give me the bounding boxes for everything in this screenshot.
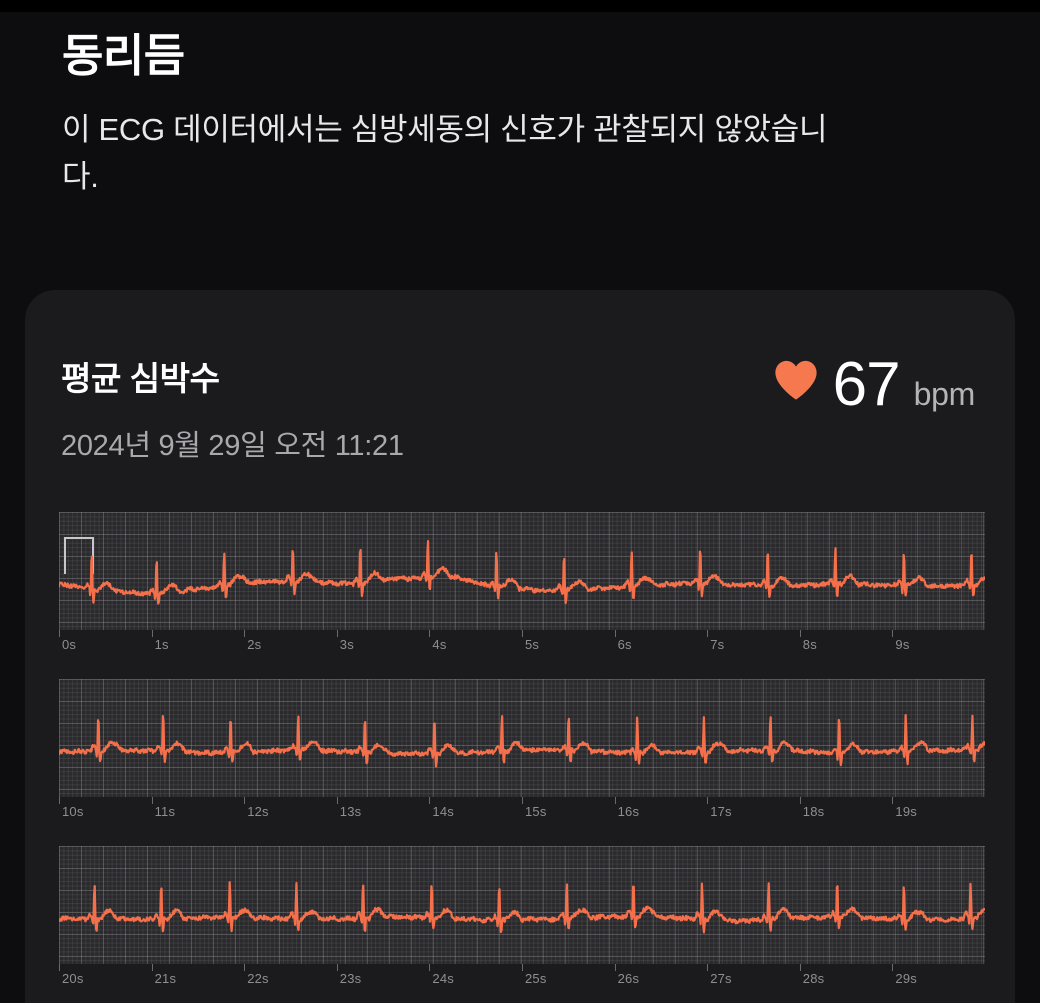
heart-icon bbox=[773, 359, 819, 406]
axis-tick-label: 10s bbox=[62, 804, 84, 819]
axis-tick-label: 12s bbox=[247, 804, 269, 819]
axis-tick-label: 28s bbox=[802, 971, 825, 986]
axis-tick-label: 17s bbox=[710, 804, 732, 819]
axis-tick bbox=[59, 964, 60, 971]
axis-tick bbox=[522, 964, 523, 971]
axis-tick bbox=[892, 630, 894, 637]
axis-tick-label: 5s bbox=[525, 637, 540, 652]
axis-tick-label: 4s bbox=[432, 637, 447, 652]
axis-tick bbox=[614, 797, 616, 804]
axis-tick-label: 0s bbox=[62, 637, 77, 652]
axis-tick-label: 19s bbox=[895, 804, 917, 819]
ecg-strip: 20s 21s 22s 23s 24s 25s 26s 27s 28s 29s bbox=[59, 846, 985, 990]
axis-tick-label: 13s bbox=[339, 804, 362, 819]
axis-tick bbox=[244, 964, 246, 971]
axis-tick-label: 26s bbox=[617, 971, 640, 986]
axis-tick bbox=[522, 797, 523, 804]
axis-tick-label: 8s bbox=[802, 637, 817, 652]
axis-tick-label: 23s bbox=[339, 971, 362, 986]
axis-tick-label: 18s bbox=[802, 804, 825, 819]
axis-tick bbox=[799, 630, 801, 637]
axis-tick-label: 9s bbox=[895, 637, 910, 652]
axis-tick bbox=[244, 797, 246, 804]
recording-timestamp: 2024년 9월 29일 오전 11:21 bbox=[61, 430, 404, 462]
axis-tick bbox=[522, 630, 523, 637]
ecg-waveform bbox=[59, 713, 985, 768]
ecg-time-axis: 20s 21s 22s 23s 24s 25s 26s 27s 28s 29s bbox=[59, 964, 985, 990]
axis-tick bbox=[614, 964, 616, 971]
axis-tick-label: 22s bbox=[247, 971, 269, 986]
calibration-pulse bbox=[64, 537, 94, 574]
axis-tick-label: 11s bbox=[154, 804, 176, 819]
axis-tick bbox=[707, 797, 709, 804]
axis-tick-label: 21s bbox=[154, 971, 177, 986]
axis-tick-label: 25s bbox=[525, 971, 547, 986]
axis-tick-label: 27s bbox=[710, 971, 732, 986]
axis-tick bbox=[614, 630, 616, 637]
axis-tick bbox=[151, 630, 153, 637]
bpm-value: 67 bbox=[832, 350, 901, 419]
ecg-waveform bbox=[59, 540, 985, 605]
axis-tick-label: 15s bbox=[525, 804, 547, 819]
axis-tick bbox=[429, 797, 431, 804]
ecg-plot-area bbox=[59, 512, 985, 630]
ecg-strip: 0s 1s 2s 3s 4s 5s 6s 7s 8s 9s bbox=[59, 512, 985, 656]
axis-tick-label: 3s bbox=[339, 637, 354, 652]
heart-rate-card: 평균 심박수 2024년 9월 29일 오전 11:21 67 bpm 0s 1s… bbox=[25, 290, 1015, 1003]
axis-tick-label: 14s bbox=[432, 804, 454, 819]
axis-tick bbox=[892, 964, 894, 971]
axis-tick bbox=[151, 797, 153, 804]
axis-tick bbox=[892, 797, 894, 804]
rhythm-header: 동리듬 이 ECG 데이터에서는 심방세동의 신호가 관찰되지 않았습니다. bbox=[0, 12, 1040, 200]
axis-tick bbox=[336, 630, 338, 637]
axis-tick bbox=[59, 797, 60, 804]
axis-tick bbox=[59, 630, 60, 637]
page-title: 동리듬 bbox=[62, 30, 185, 81]
ecg-plot-area bbox=[59, 679, 985, 797]
axis-tick-label: 24s bbox=[432, 971, 454, 986]
axis-tick bbox=[707, 630, 709, 637]
ecg-time-axis: 0s 1s 2s 3s 4s 5s 6s 7s 8s 9s bbox=[59, 630, 985, 656]
axis-tick bbox=[244, 630, 246, 637]
axis-tick-label: 29s bbox=[895, 971, 917, 986]
status-bar-strip bbox=[0, 0, 1040, 12]
axis-tick-label: 6s bbox=[617, 637, 632, 652]
axis-tick bbox=[336, 964, 338, 971]
axis-tick bbox=[151, 964, 153, 971]
ecg-time-axis: 10s 11s 12s 13s 14s 15s 16s 17s 18s 19s bbox=[59, 797, 985, 823]
axis-tick bbox=[707, 964, 709, 971]
axis-tick bbox=[799, 797, 801, 804]
axis-tick-label: 20s bbox=[62, 971, 84, 986]
ecg-strip: 10s 11s 12s 13s 14s 15s 16s 17s 18s 19s bbox=[59, 679, 985, 823]
card-header: 평균 심박수 2024년 9월 29일 오전 11:21 67 bpm bbox=[61, 352, 979, 463]
axis-tick-label: 1s bbox=[154, 637, 169, 652]
bpm-unit: bpm bbox=[913, 376, 976, 412]
axis-tick-label: 16s bbox=[617, 804, 640, 819]
axis-tick bbox=[336, 797, 338, 804]
ecg-waveform bbox=[59, 881, 985, 934]
ecg-plot-area bbox=[59, 846, 985, 964]
ecg-strips: 0s 1s 2s 3s 4s 5s 6s 7s 8s 9s 10s 11s 12s 13s 14s 15s 16… bbox=[59, 512, 985, 1003]
average-heart-rate-label: 평균 심박수 bbox=[61, 360, 220, 397]
axis-tick bbox=[429, 964, 431, 971]
bpm-readout: 67 bpm bbox=[773, 354, 975, 416]
axis-tick-label: 7s bbox=[710, 637, 725, 652]
rhythm-description: 이 ECG 데이터에서는 심방세동의 신호가 관찰되지 않았습니다. bbox=[62, 111, 828, 194]
axis-tick bbox=[429, 630, 431, 637]
axis-tick-label: 2s bbox=[247, 637, 262, 652]
axis-tick bbox=[799, 964, 801, 971]
